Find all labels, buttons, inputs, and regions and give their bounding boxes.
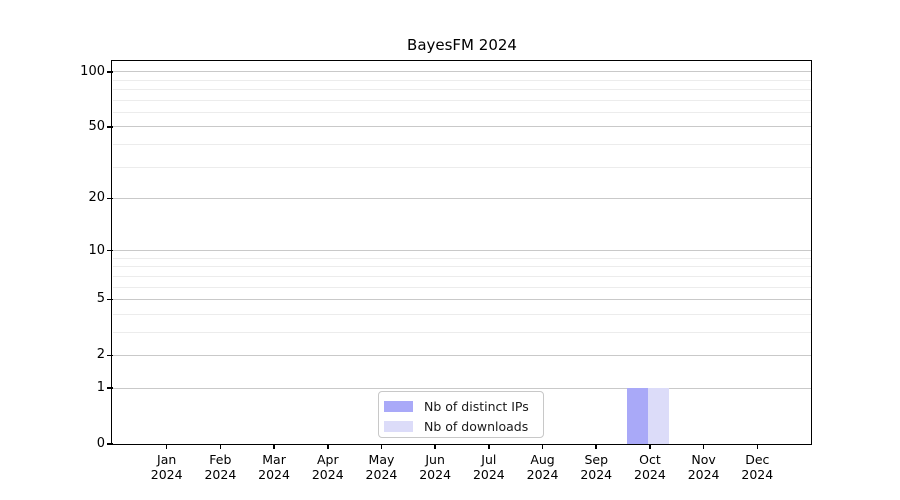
legend-label: Nb of distinct IPs [424,398,529,414]
x-tick-year: 2024 [634,467,666,482]
x-axis-tick [165,444,168,449]
y-tick-label: 0 [96,436,105,451]
x-axis-tick [273,444,275,449]
bar-nb-of-downloads [648,388,670,444]
x-tick-label: May 2024 [341,452,421,482]
x-tick-label: Feb 2024 [180,452,260,482]
x-tick-month: Apr [316,452,339,467]
x-tick-month: Feb [209,452,232,467]
x-tick-year: 2024 [150,467,183,482]
y-axis-tick [107,354,113,357]
x-axis-tick [595,444,597,449]
gridline-minor [113,166,811,168]
x-tick-month: Mar [262,452,286,467]
x-tick-year: 2024 [472,467,505,482]
gridline-minor [113,331,811,333]
x-tick-year: 2024 [311,467,344,482]
gridline-major [113,250,811,252]
gridline-minor [113,111,811,113]
x-tick-month: Sep [584,452,608,467]
x-axis-tick [380,444,383,449]
gridline-minor [113,266,811,268]
x-tick-label: Mar 2024 [234,452,314,482]
x-tick-year: 2024 [526,467,559,482]
x-tick-month: Aug [530,452,555,467]
x-tick-year: 2024 [741,467,774,482]
gridline-minor [113,257,811,259]
x-tick-month: Dec [745,452,770,467]
y-axis-tick [107,298,113,301]
x-tick-label: Jul 2024 [449,452,529,482]
gridline-major [113,71,811,73]
gridline-minor [113,89,811,91]
gridline-minor [113,286,811,288]
y-axis-tick [107,197,113,200]
gridline-minor [113,275,811,277]
y-tick-label: 10 [88,242,105,258]
x-tick-month: Jul [481,452,497,467]
x-tick-label: Oct 2024 [610,452,690,482]
x-tick-label: Nov 2024 [664,452,744,482]
legend: Nb of distinct IPs Nb of downloads [378,391,544,438]
x-tick-month: Oct [639,452,661,467]
x-tick-year: 2024 [419,467,452,482]
gridline-major [113,354,811,356]
x-tick-label: Sep 2024 [556,452,636,482]
y-axis-tick [107,71,113,73]
legend-swatch-icon [384,420,413,432]
x-tick-month: May [368,452,395,467]
gridline-minor [113,313,811,315]
y-axis-tick [107,126,113,128]
x-tick-year: 2024 [204,467,237,482]
x-axis-tick [219,444,222,449]
gridline-major [113,298,811,300]
gridline-minor [113,143,811,145]
x-tick-label: Jun 2024 [395,452,475,482]
gridline-major [113,197,811,199]
legend-entry-nb-of-distinct-ips: Nb of distinct IPs [379,396,543,416]
x-tick-label: Jan 2024 [127,452,207,482]
x-axis-tick [702,444,705,449]
y-tick-label: 2 [96,347,105,363]
y-tick-label: 20 [88,190,105,206]
gridline-minor [113,79,811,81]
x-tick-label: Dec 2024 [717,452,797,482]
x-tick-year: 2024 [365,467,398,482]
legend-swatch-icon [384,400,413,412]
x-tick-month: Nov [691,452,716,467]
y-tick-label: 5 [96,291,105,307]
y-axis-tick [107,249,113,252]
x-tick-month: Jan [157,452,177,467]
chart-title: BayesFM 2024 [407,36,517,54]
y-tick-label: 100 [80,63,105,79]
x-tick-label: Aug 2024 [503,452,583,482]
x-tick-year: 2024 [258,467,290,482]
x-tick-month: Jun [425,452,445,467]
x-tick-year: 2024 [580,467,613,482]
x-axis-tick [756,444,759,449]
legend-label: Nb of downloads [424,418,529,434]
x-axis-tick [541,444,544,449]
y-axis-tick [107,443,113,445]
bar-nb-of-distinct-ips [627,388,649,444]
x-axis-tick [327,444,329,449]
x-axis-tick [434,444,436,449]
x-tick-year: 2024 [687,467,720,482]
y-tick-label: 1 [96,380,105,396]
gridline-minor [113,99,811,101]
x-axis-tick [649,444,651,449]
gridline-major [113,126,811,128]
legend-entry-nb-of-downloads: Nb of downloads [379,416,543,436]
x-tick-label: Apr 2024 [288,452,368,482]
gridline-major [113,387,811,389]
y-axis-tick [107,387,113,389]
x-axis-tick [488,444,490,449]
y-tick-label: 50 [88,118,105,134]
